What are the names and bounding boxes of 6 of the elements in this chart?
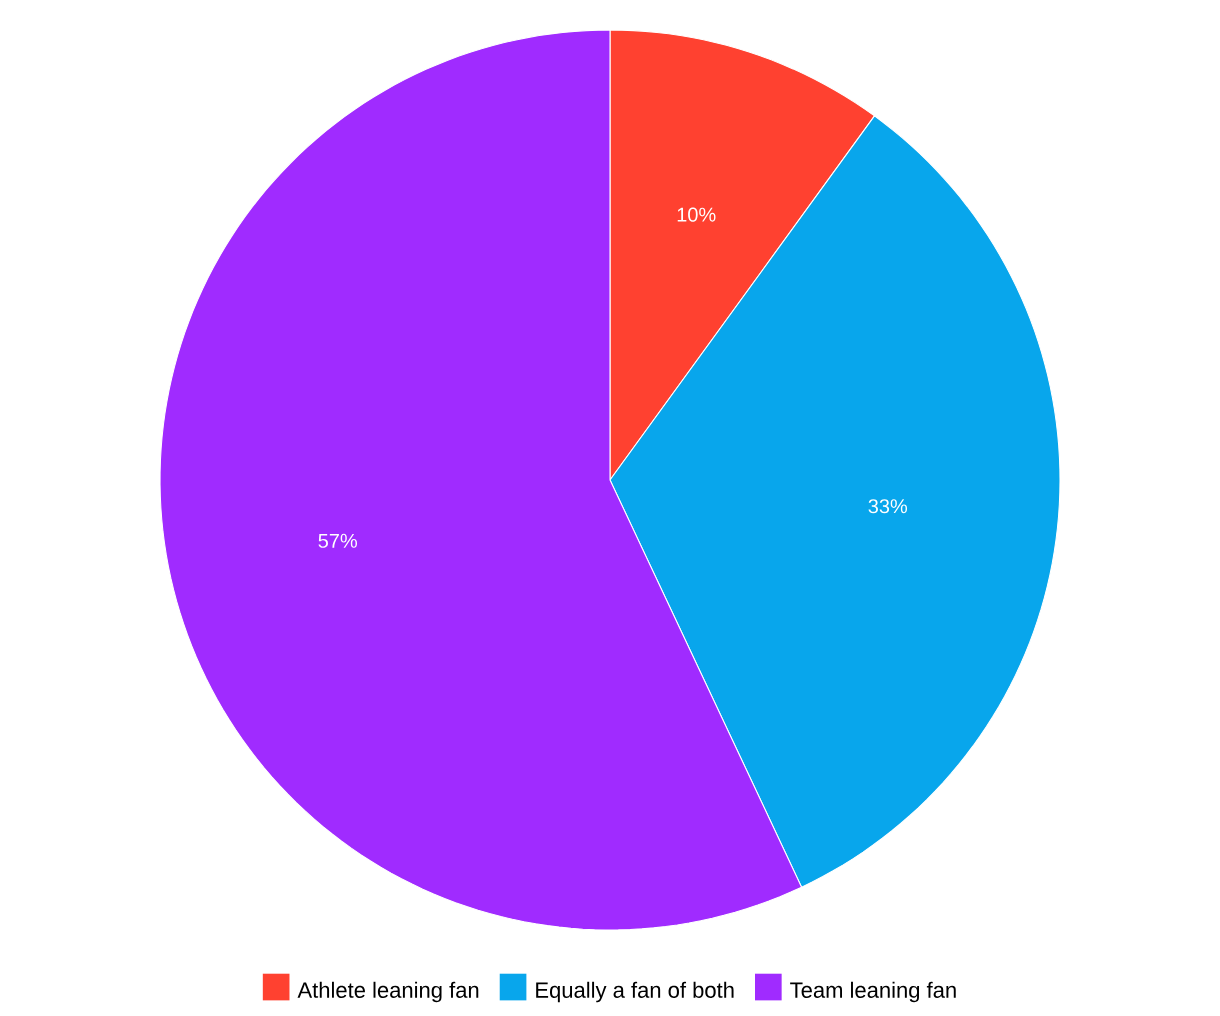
data-label: 10% bbox=[677, 207, 716, 222]
legend-label: Equally a fan of both bbox=[536, 981, 734, 1003]
data-label: 33% bbox=[868, 499, 908, 514]
data-label: 57% bbox=[318, 533, 357, 548]
legend-label: Team leaning fan bbox=[790, 981, 956, 1003]
legend-label: Athlete leaning fan bbox=[297, 981, 479, 1003]
